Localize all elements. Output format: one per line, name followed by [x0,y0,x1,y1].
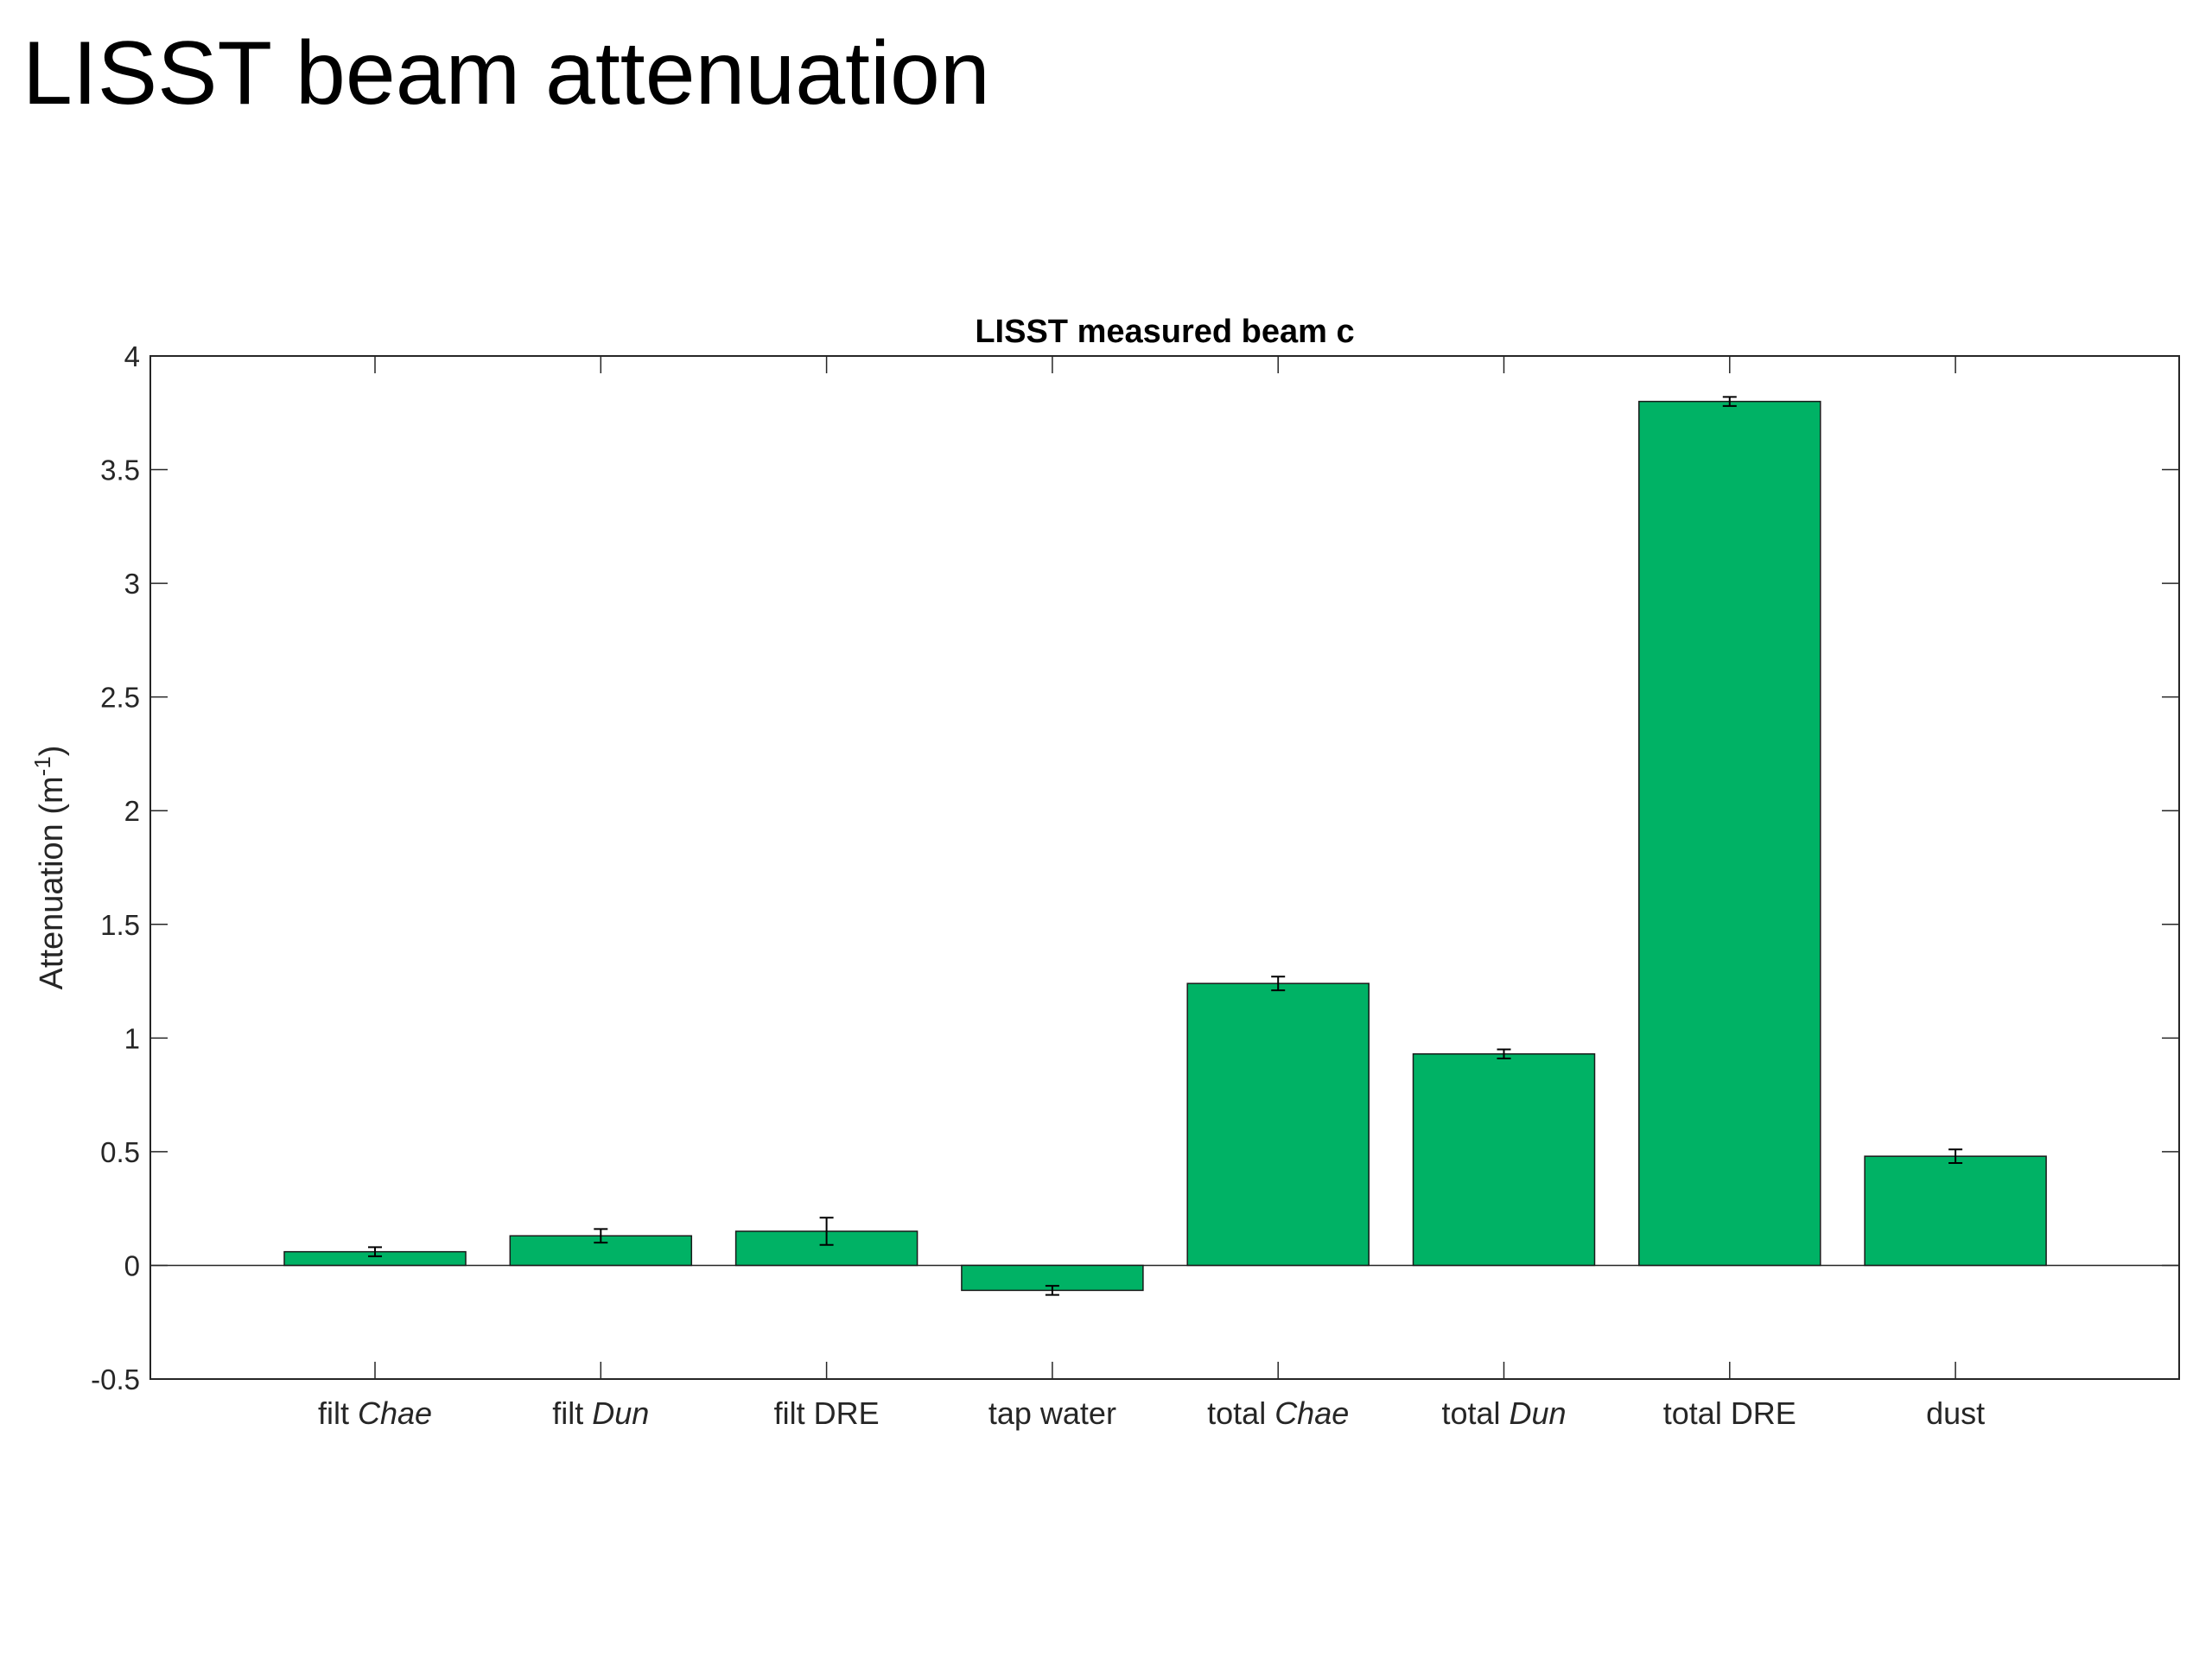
x-category-name: DRE [1731,1395,1796,1431]
x-category-prefix: filt [552,1395,592,1431]
x-category-name: Chae [358,1395,432,1431]
bars [283,400,2047,1292]
slide-title: LISST beam attenuation [22,23,990,124]
y-tick-label: 0 [124,1249,140,1281]
bar [1186,982,1370,1267]
x-category-name: Dun [592,1395,649,1431]
x-category-name: Chae [1274,1395,1349,1431]
x-category-label: filt DRE [774,1395,880,1431]
y-axis-title-close: ) [34,746,70,757]
x-category-label: total Dun [1441,1395,1566,1431]
x-category-name: tap water [988,1395,1116,1431]
x-category-name: Dun [1510,1395,1567,1431]
x-category-name: DRE [814,1395,880,1431]
y-tick-label: 0.5 [100,1136,140,1168]
y-axis-title-main: Attenuation (m [34,776,70,989]
bar [1412,1053,1596,1267]
y-axis-title: Attenuation (m-1) [29,746,70,990]
x-category-name: dust [1926,1395,1985,1431]
x-category-label: filt Dun [552,1395,649,1431]
x-category-label: filt Chae [318,1395,432,1431]
y-tick-label: 3.5 [100,454,140,486]
x-category-prefix: total [1441,1395,1509,1431]
x-tick-labels: filt Chae filt Dun filt DRE tap water total … [318,1395,1985,1431]
y-tick-label: 2 [124,795,140,827]
y-tick-label: 4 [124,340,140,372]
y-tick-label: 1 [124,1022,140,1054]
error-bars [368,396,1963,1296]
y-axis-title-superscript: -1 [29,756,55,776]
x-category-prefix: filt [318,1395,358,1431]
x-category-label: tap water [988,1395,1116,1431]
y-tick-label: 3 [124,568,140,600]
y-tick-label: 2.5 [100,682,140,714]
x-category-label: dust [1926,1395,1985,1431]
x-category-label: total Chae [1207,1395,1349,1431]
x-category-label: total DRE [1663,1395,1796,1431]
x-category-prefix: total [1207,1395,1274,1431]
x-category-prefix: total [1663,1395,1731,1431]
x-category-prefix: filt [774,1395,814,1431]
plot-area [149,355,2180,1380]
y-tick-label: -0.5 [91,1363,140,1395]
bar [1638,400,1821,1267]
chart-title: LISST measured beam c [975,314,1354,350]
bar [1864,1155,2047,1267]
y-tick-label: 1.5 [100,909,140,941]
y-tick-labels: -0.5 0 0.5 1 1.5 2 2.5 3 3.5 4 [91,340,140,1395]
